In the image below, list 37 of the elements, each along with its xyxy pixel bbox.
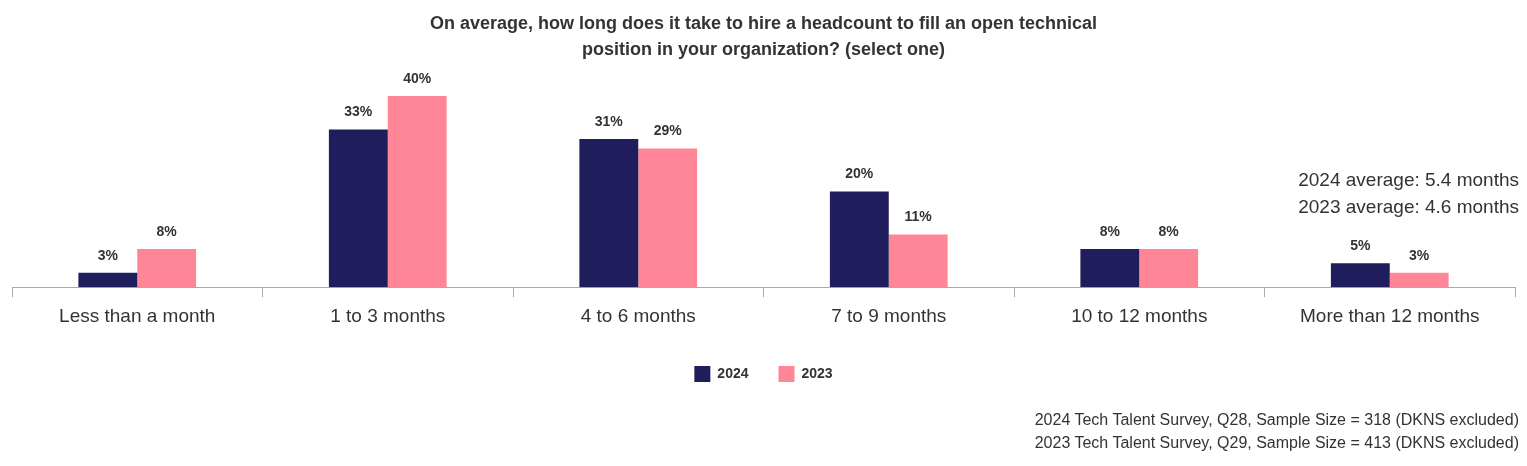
x-tick-label: 10 to 12 months [1071,304,1208,326]
text: 2023 Tech Talent Survey, Q29, Sample Size = 413 (DKNS excluded) [1034,433,1519,453]
data-label: 3% [1409,246,1430,263]
data-label: 40% [403,69,432,86]
bar [829,191,889,288]
legend-label: 2023 [801,364,833,381]
bar [387,95,447,288]
data-label: 5% [1350,237,1371,254]
data-label: 33% [344,103,373,120]
annotation: 2023 average: 4.6 months [1298,195,1519,219]
x-tick-label: More than 12 months [1299,304,1480,326]
data-label: 20% [845,165,874,182]
data-label: 8% [156,222,178,239]
x-tick-label: 1 to 3 months [330,304,446,326]
bar [1139,248,1199,288]
data-label: 8% [1099,222,1121,239]
bar [137,248,197,288]
text: 2024 Tech Talent Survey, Q28, Sample Size = 318 (DKNS excluded) [1034,410,1519,430]
bar [1389,272,1449,288]
data-label: 11% [904,208,933,225]
bar [328,129,388,288]
data-label: 31% [594,112,624,129]
chart-title: On average, how long does it take to hire a headcount to fill an open technical position in your organization? (select one) [428,12,1099,61]
x-tick-label: 4 to 6 months [580,304,696,326]
data-label: 29% [653,122,683,139]
legend-label: 2024 [717,364,749,381]
x-tick-label: 7 to 9 months [831,304,947,326]
annotation: 2024 average: 5.4 months [1298,168,1519,192]
data-label: 3% [97,246,119,263]
bar [638,148,698,288]
bar [888,234,948,288]
bar [1080,248,1140,288]
bar [579,138,639,288]
bar [78,272,138,288]
x-tick-label: Less than a month [59,304,216,326]
bar [1330,263,1390,288]
data-label: 8% [1158,222,1180,239]
